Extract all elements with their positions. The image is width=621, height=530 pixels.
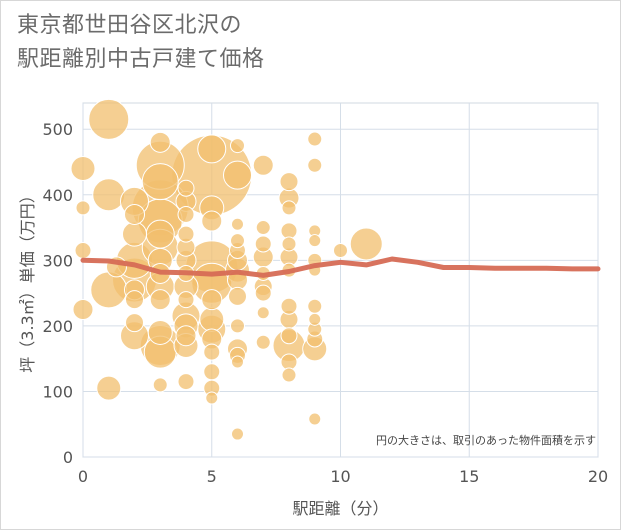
data-bubble (141, 163, 179, 201)
data-bubble (280, 327, 298, 345)
data-bubble (228, 286, 247, 306)
data-bubble (230, 233, 245, 249)
data-bubble (230, 318, 245, 334)
data-bubble (231, 355, 244, 369)
data-bubble (280, 297, 298, 315)
data-bubble (197, 134, 227, 164)
data-bubble (254, 235, 272, 253)
data-bubble (308, 312, 322, 326)
x-tick-label: 15 (459, 467, 479, 486)
data-bubble (92, 178, 126, 212)
data-bubble (149, 289, 171, 311)
data-bubble (124, 203, 145, 225)
data-bubble (125, 290, 144, 310)
data-bubble (74, 242, 92, 259)
data-bubble (308, 234, 322, 248)
y-tick-label: 400 (42, 186, 73, 205)
data-bubble (88, 98, 130, 140)
data-bubble (307, 298, 323, 314)
data-bubble (349, 227, 383, 261)
data-bubble (177, 205, 195, 223)
data-bubble (177, 225, 195, 243)
data-bubble (308, 412, 322, 426)
data-bubble (252, 154, 274, 176)
chart-title: 東京都世田谷区北沢の 駅距離別中古戸建て価格 (17, 9, 265, 77)
chart-title-line-2: 駅距離別中古戸建て価格 (17, 47, 265, 72)
data-bubble (307, 131, 323, 147)
data-bubble (175, 325, 197, 347)
data-bubble (231, 217, 244, 231)
data-bubble (201, 210, 223, 232)
data-bubble (90, 271, 128, 309)
data-bubble (145, 219, 175, 249)
x-tick-label: 20 (588, 467, 608, 486)
y-tick-label: 300 (42, 251, 73, 270)
data-bubble (75, 200, 91, 216)
data-bubble (255, 334, 271, 350)
data-bubble (205, 391, 219, 405)
y-tick-label: 0 (63, 448, 73, 467)
data-bubble (125, 313, 144, 333)
data-bubble (223, 160, 252, 190)
data-bubble (281, 367, 297, 383)
trend-line (80, 256, 601, 278)
data-bubble (177, 179, 195, 197)
data-bubble (280, 353, 298, 371)
x-tick-label: 5 (207, 467, 217, 486)
data-bubble (281, 200, 297, 216)
data-bubble (122, 221, 147, 247)
data-bubble (203, 343, 221, 361)
chart-title-line-1: 東京都世田谷区北沢の (17, 13, 243, 38)
data-bubble (72, 299, 94, 320)
data-bubble (280, 222, 298, 240)
data-bubble (230, 138, 245, 154)
data-bubble (149, 131, 171, 153)
data-bubble (255, 220, 271, 236)
data-bubble (199, 306, 225, 332)
y-tick-label: 500 (42, 120, 73, 139)
y-tick-label: 200 (42, 317, 73, 336)
data-bubble (307, 157, 323, 173)
data-bubble (203, 363, 221, 381)
data-bubble (177, 373, 195, 391)
data-bubble (70, 156, 96, 182)
data-bubble (281, 236, 297, 252)
size-annotation: 円の大きさは、取引のあった物件面積を示す (376, 433, 596, 447)
data-bubble (279, 172, 299, 192)
data-bubble (177, 291, 195, 309)
x-axis-title: 駅距離（分） (292, 499, 388, 518)
x-tick-label: 0 (78, 467, 88, 486)
y-axis-title: 坪（3.3㎡）単価（万円） (18, 187, 37, 372)
data-bubble (333, 243, 348, 258)
trend-layer (80, 256, 601, 278)
x-tick-label: 10 (330, 467, 350, 486)
data-bubble (201, 289, 223, 311)
data-bubble (231, 427, 244, 441)
bubbles-layer (70, 98, 383, 441)
y-tick-label: 100 (42, 382, 73, 401)
data-bubble (254, 284, 272, 302)
data-bubble (152, 377, 168, 393)
data-bubble (147, 319, 173, 345)
data-bubble (256, 306, 270, 320)
data-bubble (96, 375, 122, 401)
